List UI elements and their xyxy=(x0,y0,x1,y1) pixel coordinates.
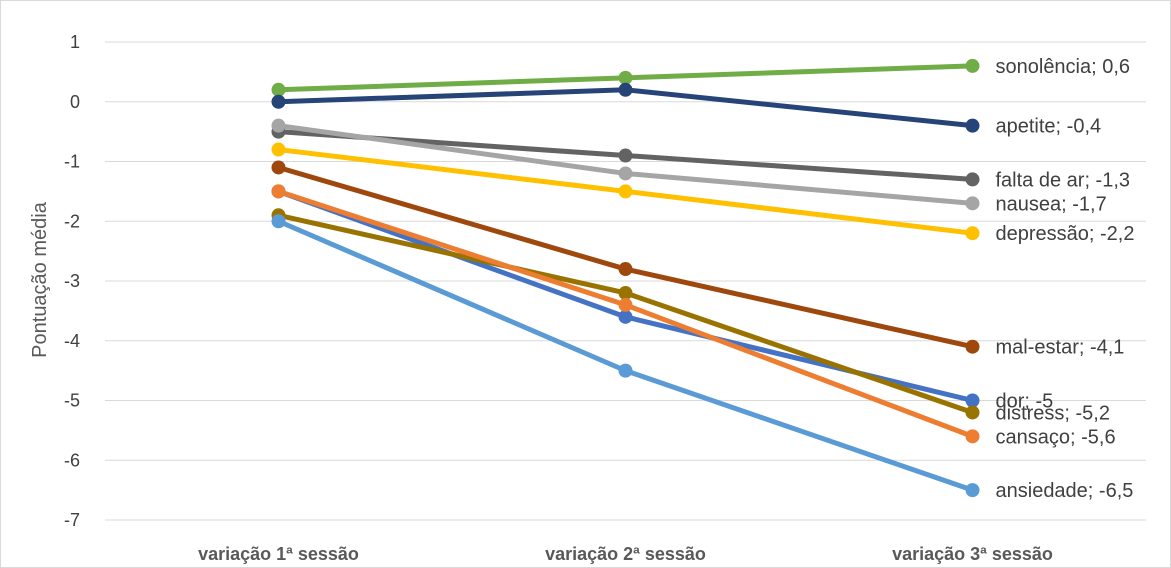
y-tick-label: -6 xyxy=(64,450,80,470)
data-point xyxy=(618,309,633,324)
y-tick-label: -1 xyxy=(64,152,80,172)
x-tick-label: variação 1ª sessão xyxy=(198,544,359,564)
y-tick-label: -2 xyxy=(64,211,80,231)
data-point xyxy=(618,70,633,85)
data-point xyxy=(965,483,980,498)
y-tick-label: 1 xyxy=(70,32,80,52)
data-point xyxy=(271,94,286,109)
data-point xyxy=(271,214,286,229)
y-tick-label: 0 xyxy=(70,92,80,112)
data-point xyxy=(271,118,286,133)
x-tick-label: variação 2ª sessão xyxy=(545,544,706,564)
data-label: sonolência; 0,6 xyxy=(996,56,1131,78)
data-label: nausea; -1,7 xyxy=(996,193,1107,215)
data-point xyxy=(965,339,980,354)
data-point xyxy=(965,405,980,420)
data-point xyxy=(965,118,980,133)
data-point xyxy=(965,58,980,73)
data-point xyxy=(965,429,980,444)
data-label: falta de ar; -1,3 xyxy=(996,169,1131,191)
data-point xyxy=(271,142,286,157)
data-point xyxy=(965,393,980,408)
data-point xyxy=(271,160,286,175)
y-tick-label: -5 xyxy=(64,391,80,411)
data-point xyxy=(965,172,980,187)
data-label: depressão; -2,2 xyxy=(996,223,1135,245)
data-point xyxy=(965,196,980,211)
data-point xyxy=(271,82,286,97)
data-point xyxy=(618,262,633,277)
data-labels: sonolência; 0,6 apetite; -0,4 falta de ar;… xyxy=(996,56,1135,502)
data-point xyxy=(965,226,980,241)
data-label: apetite; -0,4 xyxy=(996,116,1102,138)
data-point xyxy=(618,297,633,312)
data-point xyxy=(618,166,633,181)
data-point xyxy=(618,363,633,378)
data-label: cansaço; -5,6 xyxy=(996,426,1116,448)
data-point xyxy=(618,184,633,199)
data-label: distress; -5,2 xyxy=(996,402,1110,424)
series-markers xyxy=(271,58,980,498)
data-point xyxy=(618,82,633,97)
y-tick-label: -4 xyxy=(64,331,80,351)
y-axis-title: Pontuação média xyxy=(29,201,51,358)
data-point xyxy=(271,184,286,199)
data-point xyxy=(618,285,633,300)
y-axis-ticks: 1 0 -1 -2 -3 -4 -5 -6 -7 xyxy=(64,32,80,530)
data-point xyxy=(618,148,633,163)
data-label: mal-estar; -4,1 xyxy=(996,337,1125,359)
y-tick-label: -7 xyxy=(64,510,80,530)
data-label: dor; -5 xyxy=(996,391,1054,413)
x-axis-ticks: variação 1ª sessão variação 2ª sessão vari… xyxy=(198,544,1053,564)
data-label: ansiedade; -6,5 xyxy=(996,480,1134,502)
y-tick-label: -3 xyxy=(64,271,80,291)
x-tick-label: variação 3ª sessão xyxy=(892,544,1053,564)
